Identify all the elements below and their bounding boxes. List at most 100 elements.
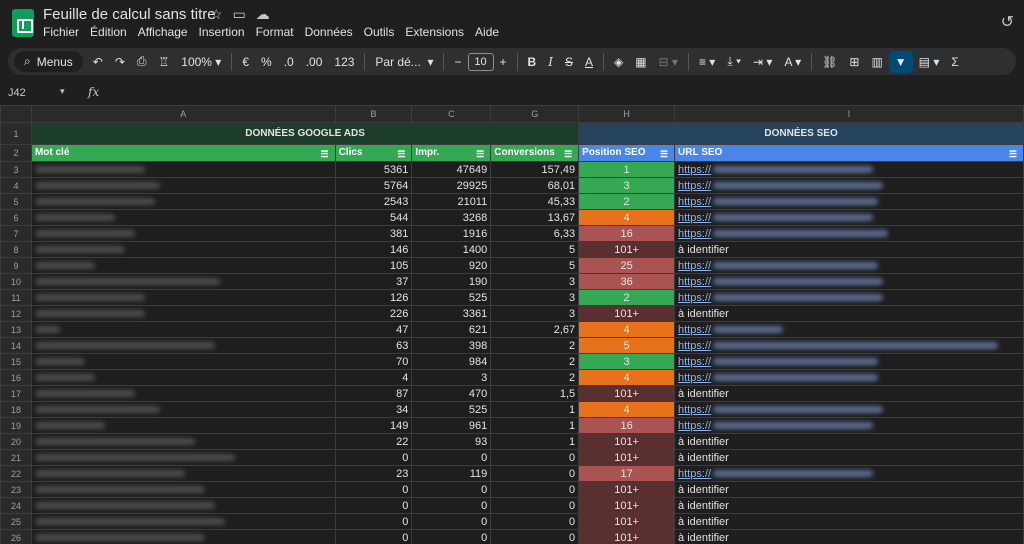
cell-position[interactable]: 101+ (578, 241, 676, 258)
cloud-status-icon[interactable]: ☁ (255, 6, 270, 22)
cell-position[interactable]: 16 (578, 225, 676, 242)
cell-keyword[interactable] (30, 529, 336, 544)
url-link[interactable]: https:// (678, 195, 712, 208)
cell-conversions[interactable]: 2 (490, 353, 580, 370)
column-header-g[interactable]: G (490, 105, 580, 123)
section-seo-title[interactable]: DONNÉES SEO (578, 122, 1024, 145)
cell-clicks[interactable]: 381 (334, 225, 413, 242)
font-select[interactable]: Par dé... ▾ (375, 54, 434, 69)
header-keyword[interactable]: Mot clé ☰ (30, 144, 336, 162)
row-number[interactable]: 4 (0, 177, 32, 194)
row-number[interactable]: 6 (0, 209, 32, 226)
cell-clicks[interactable]: 5764 (334, 177, 413, 194)
cell-position[interactable]: 101+ (578, 497, 676, 514)
percent-format-button[interactable]: % (261, 54, 272, 69)
cell-keyword[interactable] (30, 161, 336, 178)
cell-clicks[interactable]: 63 (334, 337, 413, 354)
cell-conversions[interactable]: 68,01 (490, 177, 580, 194)
column-header-h[interactable]: H (578, 105, 676, 123)
cell-url[interactable]: https:// (674, 289, 1024, 306)
cell-keyword[interactable] (30, 481, 336, 498)
url-link[interactable]: https:// (678, 163, 712, 176)
cell-conversions[interactable]: 0 (490, 513, 580, 530)
url-link[interactable]: https:// (678, 339, 712, 352)
cell-clicks[interactable]: 544 (334, 209, 413, 226)
cell-position[interactable]: 101+ (578, 433, 676, 450)
cell-clicks[interactable]: 34 (334, 401, 413, 418)
cell-conversions[interactable]: 2 (490, 337, 580, 354)
column-header-c[interactable]: C (411, 105, 492, 123)
cell-url[interactable]: https:// (674, 273, 1024, 290)
column-header-a[interactable]: A (30, 105, 336, 123)
cell-keyword[interactable] (30, 289, 336, 306)
cell-conversions[interactable]: 3 (490, 305, 580, 322)
cell-keyword[interactable] (30, 385, 336, 402)
insert-chart-icon[interactable]: ▥ (871, 54, 883, 69)
cell-url[interactable]: à identifier (674, 241, 1024, 258)
cell-position[interactable]: 101+ (578, 513, 676, 530)
cell-position[interactable]: 17 (578, 465, 676, 482)
cell-url[interactable]: https:// (674, 161, 1024, 178)
cell-impr[interactable]: 47649 (411, 161, 492, 178)
fill-color-icon[interactable]: ◈ (613, 54, 624, 69)
cell-url[interactable]: à identifier (674, 305, 1024, 322)
cell-url[interactable]: https:// (674, 401, 1024, 418)
cell-impr[interactable]: 621 (411, 321, 492, 338)
url-link[interactable]: https:// (678, 323, 712, 336)
section-ads-title[interactable]: DONNÉES GOOGLE ADS (30, 122, 580, 145)
cell-url[interactable]: https:// (674, 177, 1024, 194)
column-header-i[interactable]: I (674, 105, 1024, 123)
cell-clicks[interactable]: 0 (334, 481, 413, 498)
cell-clicks[interactable]: 37 (334, 273, 413, 290)
row-number[interactable]: 16 (0, 369, 32, 386)
cell-url[interactable]: à identifier (674, 449, 1024, 466)
star-icon[interactable]: ☆ (210, 6, 223, 22)
header-position[interactable]: Position SEO ☰ (578, 144, 676, 162)
cell-url[interactable]: https:// (674, 353, 1024, 370)
cell-impr[interactable]: 0 (411, 497, 492, 514)
cell-impr[interactable]: 0 (411, 529, 492, 544)
cell-keyword[interactable] (30, 337, 336, 354)
filter-icon[interactable]: ☰ (397, 149, 406, 159)
cell-keyword[interactable] (30, 321, 336, 338)
url-link[interactable]: https:// (678, 291, 712, 304)
cell-conversions[interactable]: 2,67 (490, 321, 580, 338)
url-link[interactable]: https:// (678, 419, 712, 432)
cell-impr[interactable]: 3361 (411, 305, 492, 322)
redo-icon[interactable]: ↷ (114, 54, 125, 69)
currency-format-button[interactable]: € (242, 54, 250, 69)
borders-icon[interactable]: ▦ (635, 54, 647, 69)
cell-clicks[interactable]: 105 (334, 257, 413, 274)
row-number[interactable]: 3 (0, 161, 32, 178)
horizontal-align-icon[interactable]: ≡ ▾ (698, 54, 716, 69)
cell-clicks[interactable]: 0 (334, 497, 413, 514)
cell-position[interactable]: 2 (578, 193, 676, 210)
row-number[interactable]: 12 (0, 305, 32, 322)
row-number[interactable]: 8 (0, 241, 32, 258)
menu-item-extensions[interactable]: Extensions (405, 25, 465, 39)
row-number[interactable]: 20 (0, 433, 32, 450)
move-folder-icon[interactable]: ▭ (232, 6, 246, 22)
cell-position[interactable]: 5 (578, 337, 676, 354)
cell-impr[interactable]: 1400 (411, 241, 492, 258)
menu-item-donnees[interactable]: Données (304, 25, 353, 39)
cell-impr[interactable]: 0 (411, 513, 492, 530)
cell-position[interactable]: 3 (578, 353, 676, 370)
cell-impr[interactable]: 0 (411, 481, 492, 498)
cell-keyword[interactable] (30, 241, 336, 258)
filter-views-icon[interactable]: ▤ ▾ (918, 54, 940, 69)
version-history-icon[interactable]: ↺ (1000, 14, 1014, 31)
cell-keyword[interactable] (30, 449, 336, 466)
cell-impr[interactable]: 93 (411, 433, 492, 450)
more-formats-button[interactable]: 123 (334, 54, 355, 69)
cell-conversions[interactable]: 157,49 (490, 161, 580, 178)
cell-clicks[interactable]: 70 (334, 353, 413, 370)
cell-impr[interactable]: 29925 (411, 177, 492, 194)
filter-icon[interactable]: ☰ (1008, 149, 1017, 159)
menu-search[interactable]: ⌕ Menus (14, 51, 83, 72)
cell-position[interactable]: 1 (578, 161, 676, 178)
cell-position[interactable]: 101+ (578, 481, 676, 498)
row-number[interactable]: 9 (0, 257, 32, 274)
url-link[interactable]: https:// (678, 403, 712, 416)
decrease-decimal-button[interactable]: .0 (283, 54, 294, 69)
